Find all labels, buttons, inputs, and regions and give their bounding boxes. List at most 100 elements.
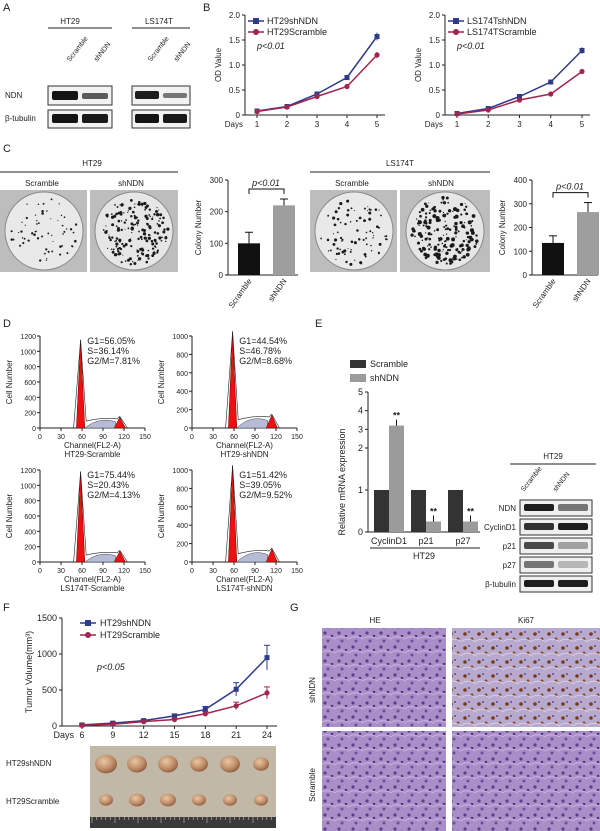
- blot-a-protein-tubulin: β-tubulin: [5, 114, 36, 123]
- b-right-ylabel: OD Value: [414, 47, 423, 82]
- c-left-ytick-0: 0: [219, 271, 224, 280]
- panel-label-a: A: [3, 2, 11, 14]
- hist-3-ytick-5: 1000: [172, 468, 188, 475]
- b-left-point: [344, 75, 350, 80]
- hist-1-xtick-4: 120: [270, 434, 282, 441]
- hist-2-ytick-5: 1000: [20, 483, 36, 490]
- hist-0-ytick-0: 0: [32, 426, 36, 433]
- hist-0-ytick-1: 200: [24, 411, 36, 418]
- e-ytick-4: 4: [358, 406, 363, 416]
- b-right-legend-1: LS174TScramble: [467, 27, 537, 37]
- b-left-xprefix: Days: [225, 120, 243, 129]
- b-left-point: [374, 34, 380, 39]
- e-sig-0: **: [393, 411, 401, 421]
- b-left-point: [284, 104, 290, 110]
- f-point: [264, 655, 270, 661]
- b-right-ytick-1: 0.5: [429, 86, 441, 95]
- hist-3-ylabel: Cell Number: [157, 493, 166, 538]
- hist-0-stat-1: S=36.14%: [87, 346, 129, 356]
- hist-2-xtick-4: 120: [118, 568, 130, 575]
- b-left-point: [374, 52, 380, 58]
- histo-he-shndn: [322, 628, 446, 727]
- tumor-scramble-2: [160, 793, 176, 807]
- blot-e-lane-2: shNDN: [552, 471, 571, 493]
- chart-c-left: 0 100 200 300 Colony Number Scramble shNDN p<0.…: [194, 176, 298, 310]
- f-xtick-3: 15: [169, 730, 179, 740]
- hist-0-ylabel: Cell Number: [5, 359, 14, 404]
- f-legend-0: HT29shNDN: [100, 618, 151, 628]
- hist-1-ytick-1: 200: [176, 408, 188, 415]
- tumor-shndn-5: [253, 757, 269, 771]
- hist-1-ytick-5: 1000: [172, 334, 188, 341]
- histo-ki67-shndn: [452, 628, 600, 727]
- c-right-ytick-1: 100: [514, 247, 528, 256]
- e-bar-shndn-2: [463, 521, 478, 532]
- b-left-point: [254, 108, 260, 115]
- histo-col-ki67: Ki67: [518, 616, 535, 625]
- f-point: [202, 711, 208, 717]
- f-xtick-1: 9: [110, 730, 115, 740]
- hist-0-caption: HT29-Scramble: [64, 450, 121, 459]
- tumor-shndn-4: [220, 755, 240, 773]
- b-right-series-0-line: [456, 49, 583, 115]
- e-ytick-2: 2: [358, 443, 363, 453]
- hist-0-ytick-6: 1200: [20, 334, 36, 341]
- hist-2-g1-peak: [76, 471, 86, 563]
- f-xtick-4: 18: [200, 730, 210, 740]
- e-ytick-5: 5: [358, 387, 363, 397]
- b-left-pvalue: p<0.01: [256, 41, 285, 51]
- hist-1-xtick-0: 0: [190, 434, 194, 441]
- e-bar-shndn-0: [389, 425, 404, 532]
- tumor-row-scramble: HT29Scramble: [6, 797, 60, 806]
- b-right-point: [454, 111, 460, 117]
- hist-1-s-phase: [236, 418, 268, 429]
- e-legend-0: Scramble: [370, 359, 408, 369]
- blot-e-protein-2: p21: [503, 542, 517, 551]
- hist-2-caption: LS174T-Scramble: [60, 584, 125, 593]
- panel-label-d: D: [3, 318, 11, 330]
- b-left-point: [314, 93, 320, 100]
- blot-e-protein-3: p27: [503, 561, 517, 570]
- hist-0-xtick-4: 120: [118, 434, 130, 441]
- hist-1-stat-1: S=46.78%: [239, 346, 281, 356]
- panel-label-f: F: [3, 602, 10, 614]
- b-left-xtick-2: 3: [315, 120, 320, 129]
- tumor-scramble-0: [99, 794, 113, 806]
- b-left-xtick-3: 4: [345, 120, 350, 129]
- c-left-cat-0: Scramble: [227, 277, 254, 310]
- hist-3-ytick-1: 200: [176, 542, 188, 549]
- hist-2-stat-1: S=20.43%: [87, 480, 129, 490]
- histo-row-scramble: Scramble: [308, 768, 317, 802]
- blot-a-protein-ndn: NDN: [5, 91, 23, 100]
- b-right-pvalue: p<0.01: [456, 41, 485, 51]
- b-right-point: [579, 48, 585, 53]
- hist-1-xtick-1: 30: [209, 434, 217, 441]
- b-right-xtick-4: 5: [580, 120, 585, 129]
- blot-a-cell-ht29: HT29: [60, 17, 80, 26]
- panel-f-tumor-photo: HT29shNDN HT29Scramble: [6, 746, 276, 828]
- f-point: [79, 722, 85, 728]
- hist-0-ytick-3: 600: [24, 380, 36, 387]
- chart-c-right: 0 100 200 300 400 Colony Number Scramble shNDN p…: [498, 176, 599, 310]
- hist-3-ytick-3: 600: [176, 505, 188, 512]
- hist-0-stat-0: G1=56.05%: [87, 336, 135, 346]
- f-point: [233, 686, 239, 692]
- c-right-ytick-4: 400: [514, 176, 528, 185]
- c-left-bar-0: [238, 243, 260, 275]
- c-right-cat-1: shNDN: [570, 277, 592, 303]
- f-xprefix: Days: [53, 730, 74, 740]
- e-bar-shndn-1: [426, 521, 441, 532]
- f-point: [110, 721, 116, 727]
- blot-a-cell-ls174t: LS174T: [145, 17, 173, 26]
- tumor-scramble-4: [223, 794, 237, 806]
- panel-e-western-blot: HT29 Scramble shNDN NDN CyclinD1 p21 p27 β-t…: [484, 452, 596, 593]
- b-right-xtick-2: 3: [517, 120, 522, 129]
- e-ylabel: Relative mRNA expression: [337, 428, 347, 535]
- tumor-row-shndn: HT29shNDN: [6, 759, 52, 768]
- blot-e-lane-1: Scramble: [520, 466, 544, 494]
- hist-3-xtick-3: 90: [251, 568, 259, 575]
- b-right-point: [485, 107, 491, 113]
- e-cat-1: p21: [418, 536, 433, 546]
